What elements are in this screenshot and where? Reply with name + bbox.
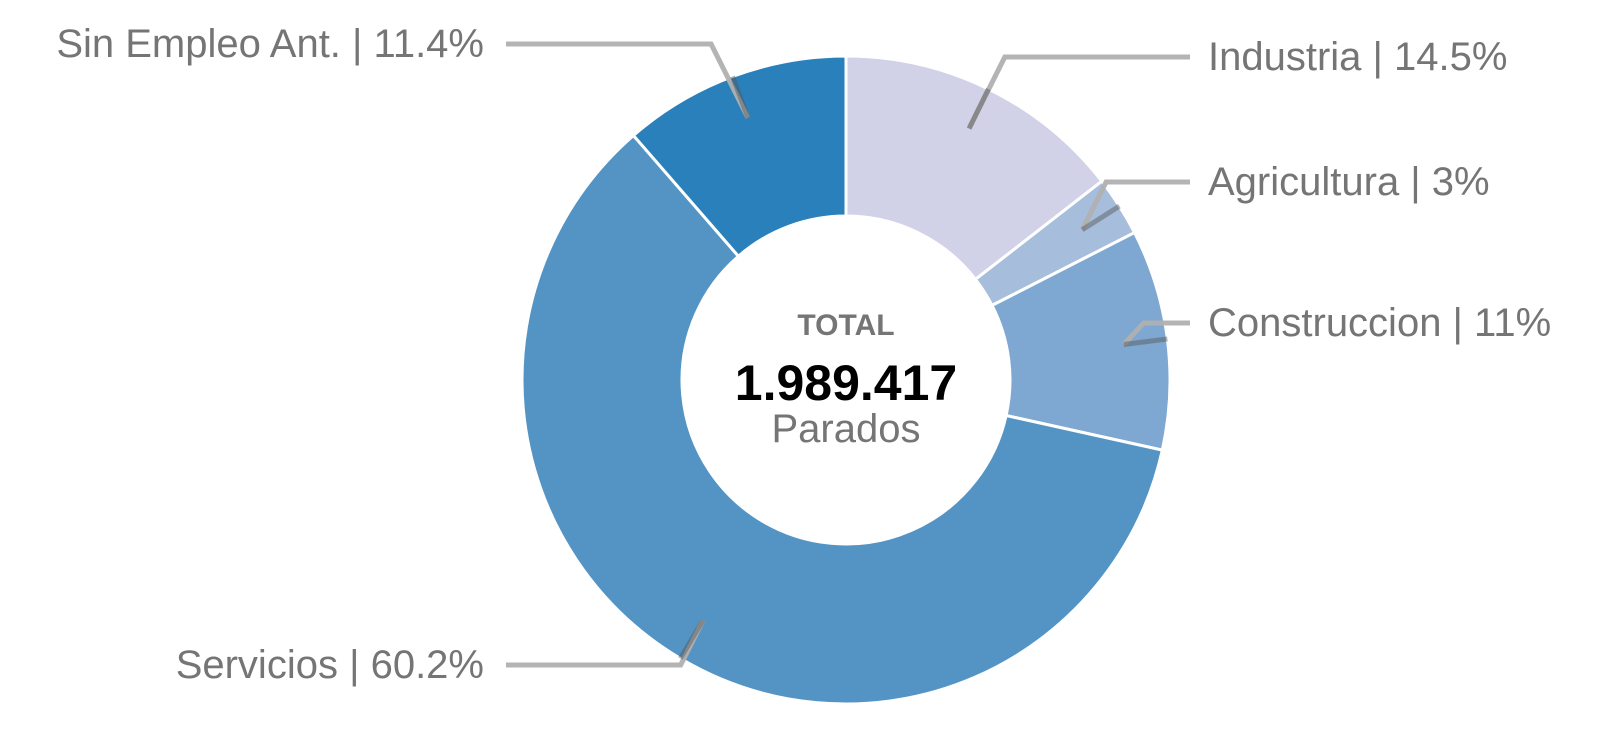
leader-tick-servicios (678, 619, 705, 660)
slice-industria (844, 54, 1104, 282)
leader-tick-sin-empleo-ant (730, 75, 751, 119)
center-total-value: 1.989.417 (735, 355, 957, 411)
slice-label-servicios: Servicios | 60.2% (176, 643, 484, 687)
leader-tick-construccion (1123, 336, 1168, 347)
leader-line-servicios (506, 619, 706, 668)
slice-label-sin-empleo-ant: Sin Empleo Ant. | 11.4% (56, 22, 484, 66)
slice-servicios (520, 133, 1165, 706)
slice-label-agricultura: Agricultura | 3% (1208, 160, 1490, 204)
center-subtitle: Parados (772, 407, 921, 451)
center-label: TOTAL 1.989.417 Parados (735, 309, 957, 451)
leader-tick-agricultura (1080, 204, 1121, 232)
slice-label-industria: Industria | 14.5% (1208, 35, 1507, 79)
leader-line-industria (966, 54, 1190, 130)
slice-labels-layer: Industria | 14.5% Agricultura | 3% Constru… (56, 22, 1551, 687)
leader-lines-layer (506, 41, 1190, 668)
leader-line-agricultura (1080, 179, 1190, 231)
leader-tick-industria (966, 87, 991, 130)
leader-line-construccion (1121, 320, 1190, 347)
slice-label-construccion: Construccion | 11% (1208, 301, 1551, 345)
slice-sin-empleo-ant (631, 54, 848, 259)
center-title: TOTAL (797, 309, 894, 342)
leader-line-sin-empleo-ant (506, 41, 751, 119)
slices-layer (520, 54, 1172, 706)
